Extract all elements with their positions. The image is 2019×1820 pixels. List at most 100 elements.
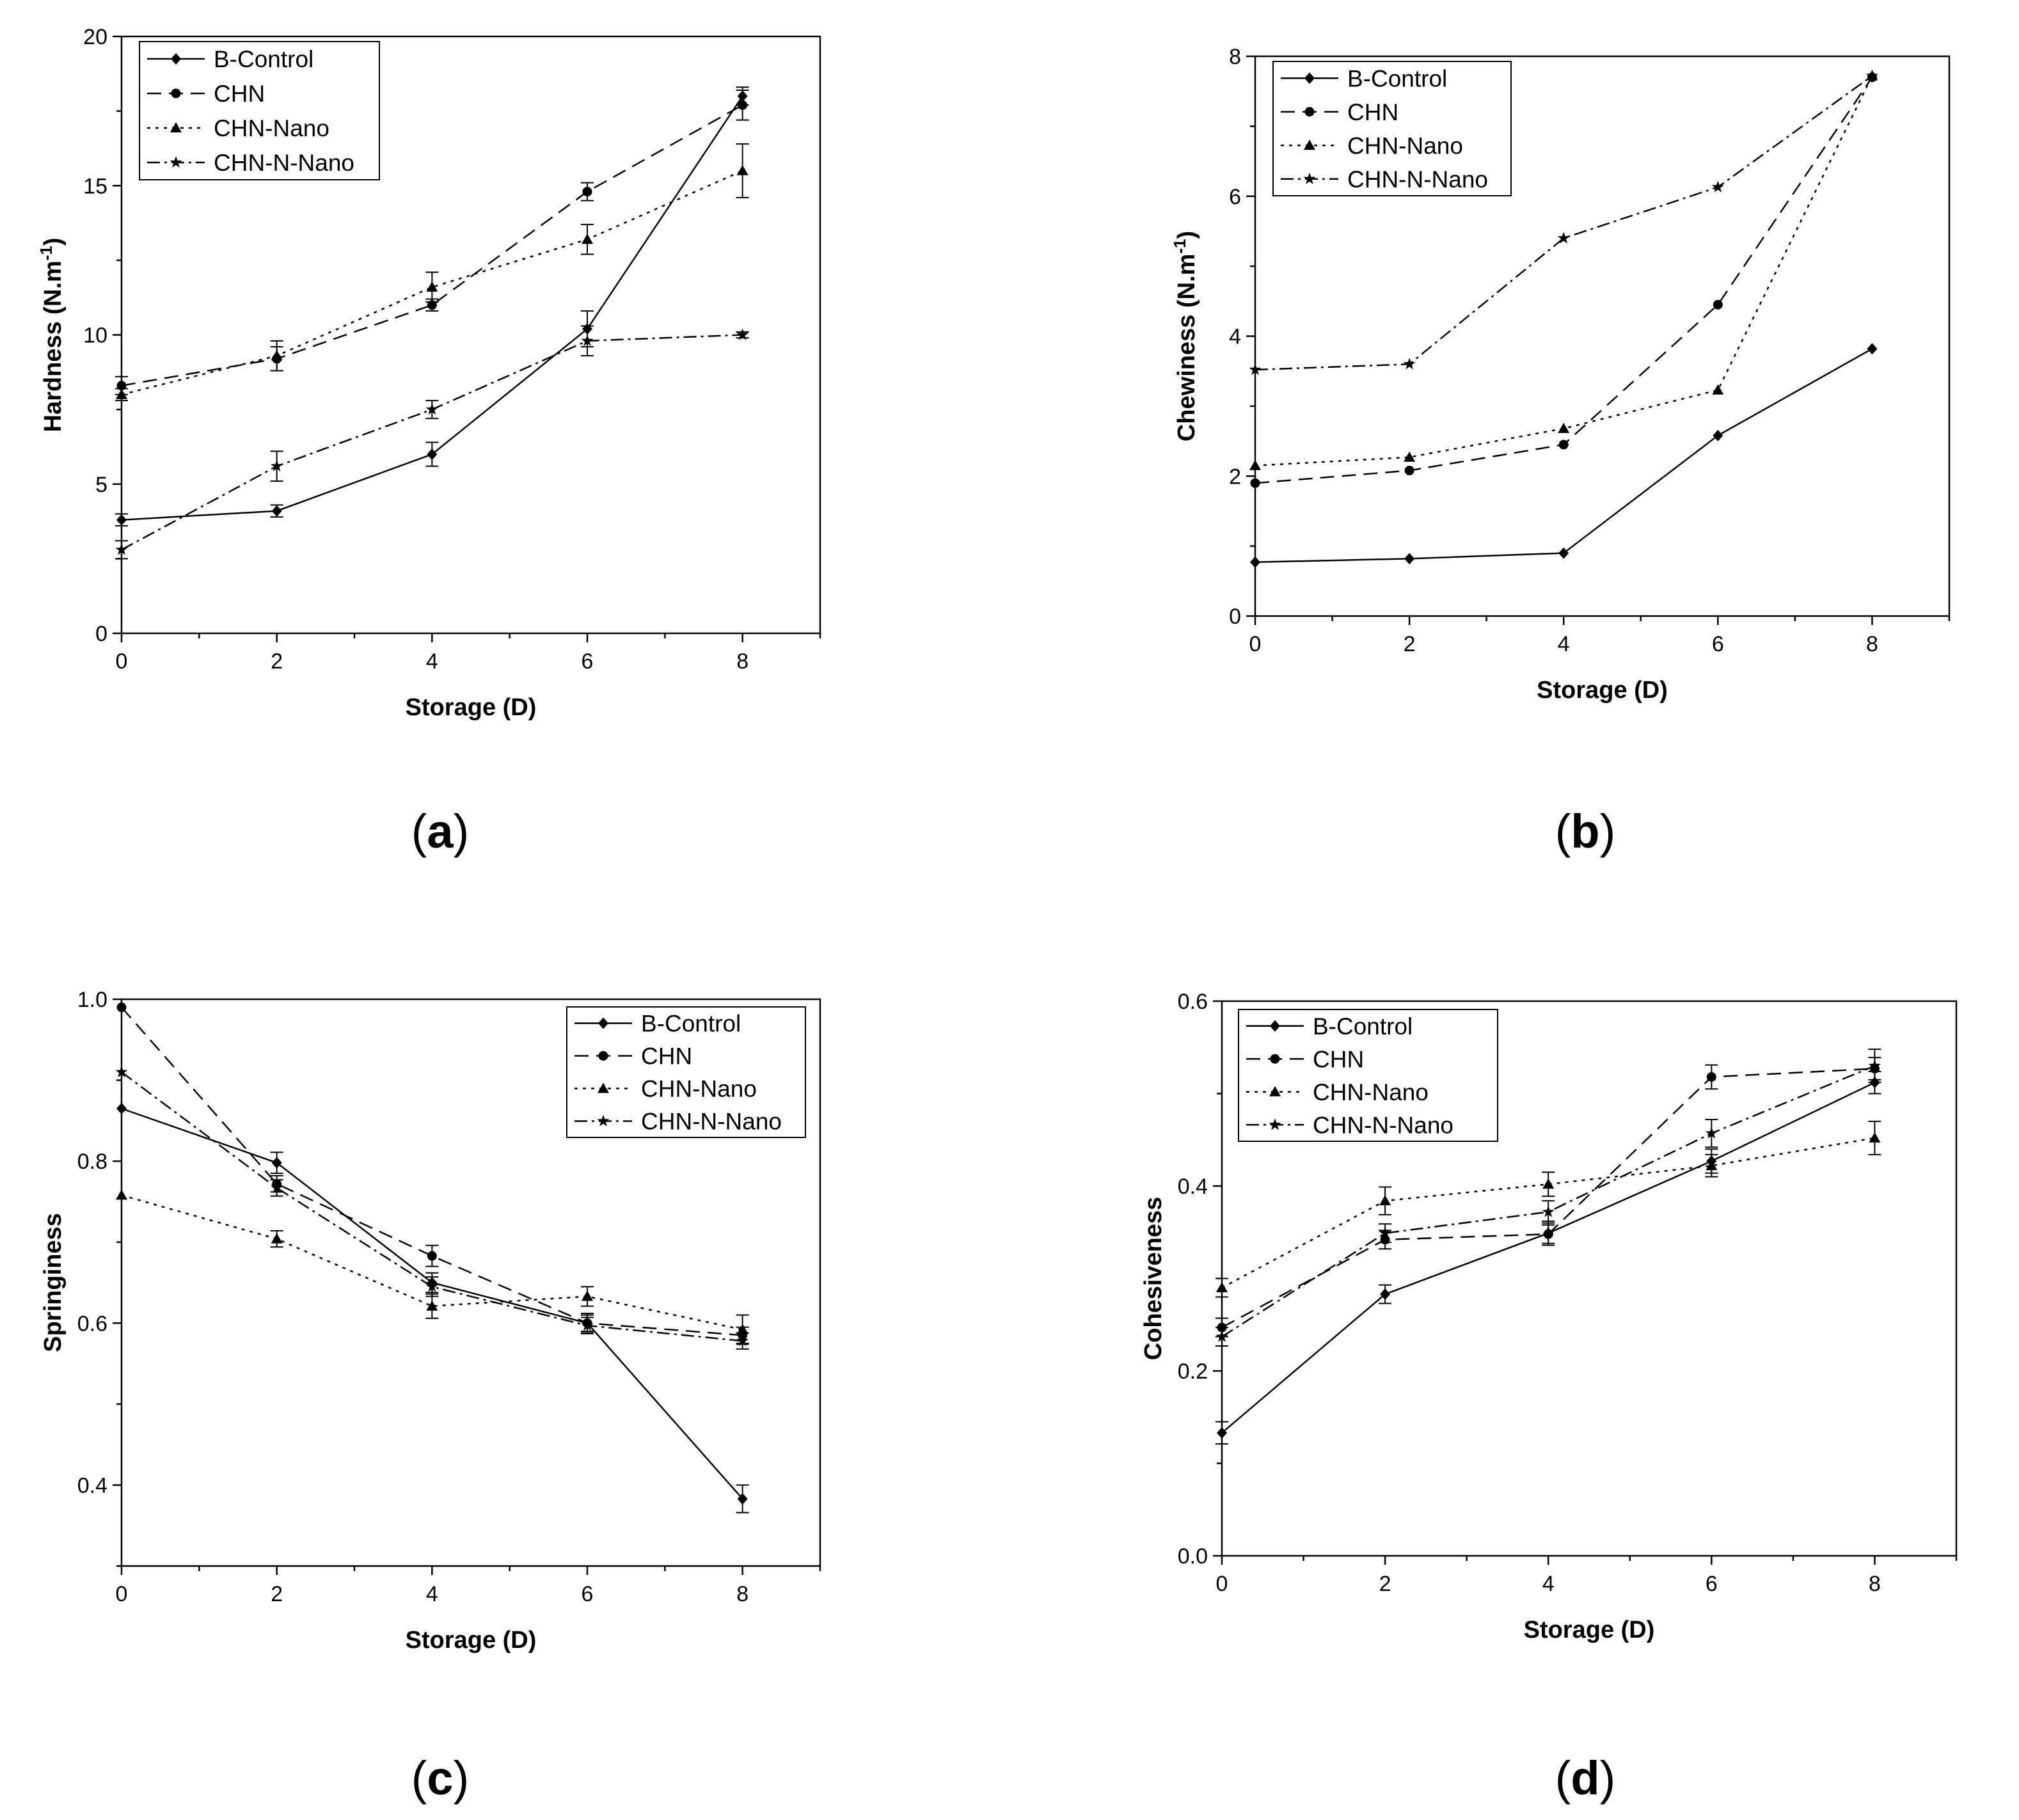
data-point <box>1557 232 1570 244</box>
legend-label: B-Control <box>641 1011 741 1037</box>
legend-item-b-control: B-Control <box>1281 65 1447 91</box>
y-axis-title-superscript: -1 <box>36 246 56 260</box>
data-point <box>271 1181 283 1194</box>
legend-marker <box>598 1051 608 1061</box>
data-point <box>1403 358 1416 370</box>
legend-marker <box>1304 72 1315 84</box>
data-point <box>1380 1288 1391 1301</box>
legend-label: CHN-N-Nano <box>1313 1112 1453 1138</box>
data-point <box>426 1300 438 1311</box>
x-tick-label: 4 <box>426 1582 438 1606</box>
chart-panel-1: 0 2 4 6 8 0 5 10 15 20 Storage (D) Hardness (N.m-1)… <box>36 25 821 858</box>
panel-label: (d) <box>1555 1752 1616 1805</box>
legend-item-chn-n-nano: CHN-N-Nano <box>1281 166 1488 193</box>
x-tick-label: 8 <box>1869 1572 1881 1596</box>
y-axis-title-main: Cohesiveness <box>1140 1197 1167 1361</box>
panel-label: (a) <box>411 805 469 858</box>
x-tick-label: 6 <box>1712 632 1724 656</box>
series-line-chn-n-nano <box>121 1071 743 1342</box>
x-tick-label: 4 <box>1542 1572 1555 1596</box>
legend: B-Control CHN CHN-Nano CHN-N-Nano <box>1272 61 1512 196</box>
data-point <box>271 459 283 471</box>
legend: B-Control CHN CHN-Nano CHN-N-Nano <box>1238 1009 1498 1142</box>
chart-panel-2: 0 2 4 6 8 0 2 4 6 8 Storage (D) Chewiness (N.m-1) B-… <box>1170 45 1951 858</box>
legend: B-Control CHN CHN-Nano CHN-N-Nano <box>566 1006 806 1138</box>
x-tick-label: 0 <box>1216 1572 1228 1596</box>
data-point <box>736 1324 748 1334</box>
legend-label: CHN <box>1313 1046 1364 1072</box>
series-line-chn-nano <box>1255 75 1873 467</box>
data-point <box>582 187 592 197</box>
panel-label: (b) <box>1555 805 1616 858</box>
y-tick-label: 5 <box>95 473 107 497</box>
x-tick-label: 6 <box>1706 1572 1718 1596</box>
legend-label: CHN <box>1347 99 1398 125</box>
legend-box <box>139 41 380 180</box>
legend-item-chn-n-nano: CHN-N-Nano <box>1246 1112 1453 1138</box>
data-point <box>425 1280 438 1292</box>
legend-label: CHN-Nano <box>641 1076 757 1102</box>
series-line-chn <box>121 1006 743 1336</box>
data-point <box>1404 553 1415 565</box>
legend-label: CHN-Nano <box>214 115 329 141</box>
data-point <box>1404 466 1414 475</box>
data-point <box>116 1189 127 1200</box>
legend-label: CHN <box>214 81 265 107</box>
y-tick-label: 0 <box>1229 605 1241 629</box>
data-point <box>1865 69 1878 81</box>
y-tick-label: 20 <box>83 25 107 49</box>
legend-marker <box>1304 107 1315 117</box>
data-point <box>1706 1072 1716 1082</box>
legend-item-chn: CHN <box>1281 99 1398 125</box>
data-point <box>1379 1195 1391 1206</box>
legend-item-chn: CHN <box>147 81 265 107</box>
series-chn-nano <box>116 1189 749 1345</box>
x-tick-label: 2 <box>271 1582 283 1606</box>
data-point <box>1249 363 1262 376</box>
data-point <box>1249 459 1261 470</box>
legend-item-chn-n-nano: CHN-N-Nano <box>147 150 354 176</box>
x-tick-label: 0 <box>116 649 128 674</box>
x-tick-label: 0 <box>116 1582 128 1606</box>
y-tick-label: 1.0 <box>77 988 107 1012</box>
y-axis-title-end: ) <box>1173 231 1200 239</box>
data-point <box>1713 299 1723 310</box>
y-axis-title: Chewiness (N.m-1) <box>1170 231 1200 441</box>
y-tick-label: 4 <box>1229 325 1241 349</box>
series-chn-nano <box>115 143 749 402</box>
legend-label: CHN-Nano <box>1347 132 1463 159</box>
x-tick-label: 6 <box>582 1582 594 1606</box>
data-point <box>1217 1427 1227 1439</box>
data-point <box>1713 429 1723 441</box>
x-tick-label: 8 <box>1866 632 1878 656</box>
legend-label: B-Control <box>1313 1013 1413 1040</box>
data-point <box>116 1102 127 1114</box>
legend-label: B-Control <box>1347 65 1447 91</box>
y-tick-label: 6 <box>1229 185 1241 209</box>
legend-item-chn-nano: CHN-Nano <box>147 115 329 141</box>
legend-box <box>1238 1009 1498 1142</box>
data-point <box>738 100 748 110</box>
data-point <box>1542 1178 1555 1189</box>
y-tick-label: 0.0 <box>1178 1544 1208 1569</box>
data-point <box>1711 180 1724 193</box>
y-tick-label: 15 <box>83 174 107 198</box>
legend-item-chn-nano: CHN-Nano <box>1246 1079 1429 1105</box>
y-tick-label: 0.4 <box>1178 1175 1208 1199</box>
x-tick-label: 2 <box>1379 1572 1391 1596</box>
data-point <box>1705 1127 1718 1139</box>
x-tick-label: 8 <box>736 1582 748 1606</box>
data-point <box>582 1290 593 1301</box>
data-point <box>736 328 749 340</box>
x-tick-label: 0 <box>1249 632 1262 656</box>
legend-item-b-control: B-Control <box>147 46 313 72</box>
data-point <box>1250 556 1260 568</box>
x-tick-label: 4 <box>1558 632 1570 656</box>
data-point <box>736 164 748 175</box>
legend-marker <box>1270 1020 1280 1032</box>
series-chn-n-nano <box>115 1065 749 1350</box>
legend-item-b-control: B-Control <box>574 1011 741 1037</box>
data-point <box>116 514 127 526</box>
data-point <box>271 505 282 517</box>
